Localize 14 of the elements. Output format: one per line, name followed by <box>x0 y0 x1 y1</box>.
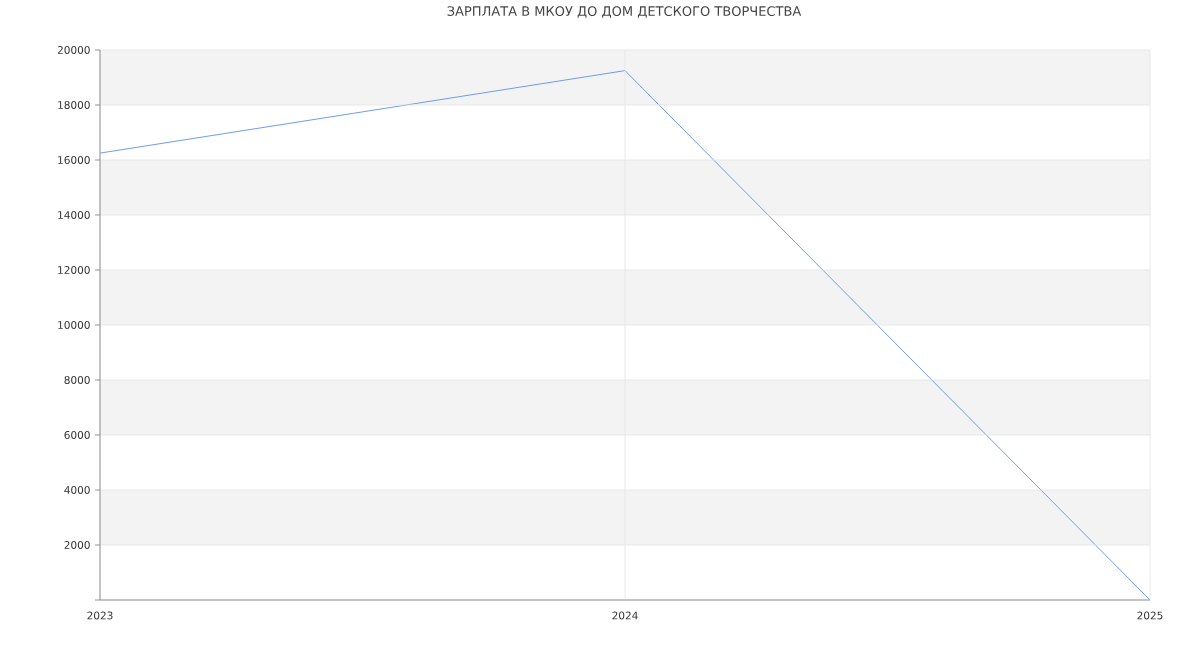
y-tick-label: 16000 <box>58 156 90 164</box>
y-tick-label: 6000 <box>64 431 90 439</box>
y-tick-label: 4000 <box>64 486 90 494</box>
x-tick-label: 2025 <box>1137 611 1163 620</box>
y-tick-label: 12000 <box>58 266 90 274</box>
x-tick-label: 2024 <box>612 611 638 620</box>
y-tick-label: 10000 <box>58 321 90 329</box>
chart-title: ЗАРПЛАТА В МКОУ ДО ДОМ ДЕТСКОГО ТВОРЧЕСТВА <box>447 6 802 18</box>
y-tick-label: 8000 <box>64 376 90 384</box>
y-tick-label: 18000 <box>58 101 90 109</box>
y-tick-label: 2000 <box>64 541 90 549</box>
y-tick-label: 20000 <box>57 46 90 54</box>
y-tick-label: 14000 <box>58 211 90 219</box>
x-tick-label: 2023 <box>87 611 113 620</box>
